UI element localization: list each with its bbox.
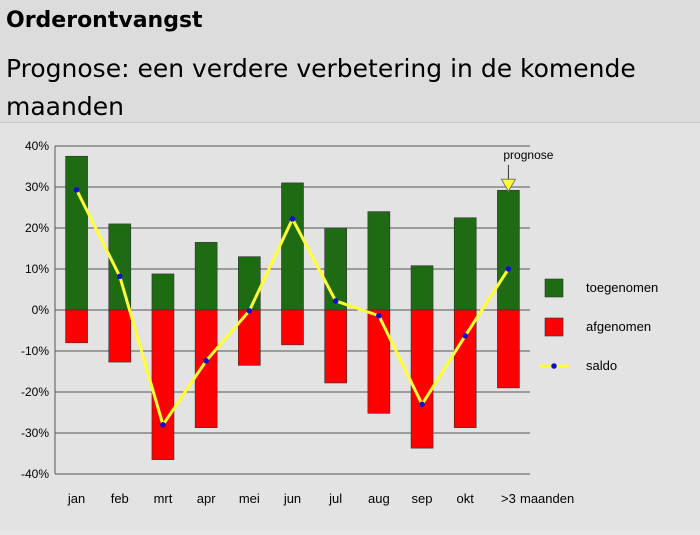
x-tick-label: sep: [412, 491, 433, 506]
prognose-arrow-head: [500, 178, 517, 193]
bar-afgenomen-jan: [65, 309, 88, 344]
x-tick-label: jul: [328, 491, 342, 506]
legend-label-saldo: saldo: [586, 358, 617, 373]
y-tick-label: 10%: [25, 262, 49, 276]
bar-toegenomen-jun: [281, 182, 304, 311]
bar-toegenomen-apr: [194, 242, 218, 311]
bar-toegenomen-okt: [453, 217, 477, 311]
bar-afgenomen-feb: [108, 309, 132, 363]
bar-toegenomen-feb: [108, 223, 132, 311]
bar-toegenomen-aug: [367, 211, 391, 311]
chart-area: 40% 30% 20% 10% 0% -10% -20% -30% -40% jan feb mrt a…: [0, 123, 700, 530]
x-axis-suffix: maanden: [520, 491, 574, 506]
legend-swatch-afgenomen: [544, 317, 564, 337]
y-tick-label: 30%: [25, 180, 49, 194]
bar-afgenomen-gt3: [497, 309, 520, 389]
y-tick-label: -40%: [21, 467, 49, 481]
bar-afgenomen-jul: [324, 309, 347, 384]
bar-toegenomen-gt3: [497, 189, 520, 311]
point-saldo-okt: [462, 333, 469, 339]
bar-toegenomen-mei: [238, 256, 261, 311]
point-saldo-gt3: [505, 266, 512, 272]
page-subtitle: Prognose: een verdere verbetering in de …: [6, 54, 636, 121]
bar-afgenomen-jun: [281, 309, 304, 346]
bar-afgenomen-sep: [410, 309, 434, 449]
point-saldo-jan: [73, 187, 80, 193]
y-tick-label: -30%: [21, 426, 49, 440]
page-title: Orderontvangst: [6, 8, 203, 33]
bar-toegenomen-jan: [65, 155, 88, 311]
prognose-annotation: prognose: [503, 148, 553, 162]
point-saldo-feb: [116, 273, 123, 280]
order-intake-chart: 40% 30% 20% 10% 0% -10% -20% -30% -40% jan feb mrt a…: [21, 139, 658, 506]
x-tick-label: jan: [67, 491, 85, 506]
slide-header: Orderontvangst Prognose: een verdere ver…: [0, 0, 700, 123]
bar-afgenomen-apr: [194, 309, 218, 428]
x-tick-label: okt: [457, 491, 475, 506]
legend-marker-saldo: [551, 363, 557, 369]
bar-toegenomen-sep: [410, 265, 434, 311]
point-saldo-aug: [376, 312, 382, 319]
bar-toegenomen-mrt: [151, 273, 175, 311]
x-tick-label: apr: [197, 491, 216, 506]
point-saldo-apr: [203, 358, 209, 364]
bar-afgenomen-mrt: [151, 309, 175, 460]
y-tick-label: 40%: [25, 139, 49, 153]
point-saldo-sep: [419, 401, 425, 408]
point-saldo-mrt: [160, 422, 166, 428]
y-tick-label: 0%: [32, 303, 50, 317]
x-tick-label: feb: [111, 491, 129, 506]
point-saldo-jun: [289, 216, 296, 222]
bar-toegenomen-jul: [324, 227, 347, 311]
y-tick-label: 20%: [25, 221, 49, 235]
legend-label-toegenomen: toegenomen: [586, 280, 658, 295]
point-saldo-jul: [332, 298, 339, 304]
y-tick-label: -10%: [21, 344, 49, 358]
x-tick-label: mei: [239, 491, 260, 506]
x-tick-label: jun: [283, 491, 301, 506]
bar-afgenomen-aug: [367, 309, 391, 414]
x-tick-label: >3: [501, 491, 516, 506]
legend-swatch-toegenomen: [544, 278, 564, 298]
x-tick-label: aug: [368, 491, 390, 506]
y-tick-label: -20%: [21, 385, 49, 399]
point-saldo-mei: [246, 308, 253, 314]
bar-afgenomen-okt: [453, 309, 477, 428]
x-tick-label: mrt: [154, 491, 173, 506]
legend-label-afgenomen: afgenomen: [586, 319, 651, 334]
